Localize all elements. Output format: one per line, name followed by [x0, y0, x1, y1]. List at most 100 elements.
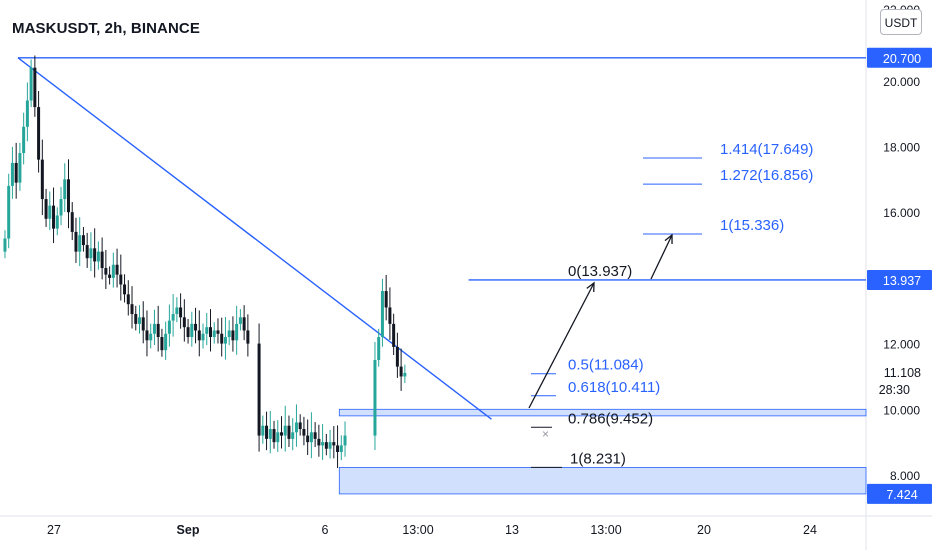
candle [89, 248, 93, 259]
candle [321, 442, 325, 446]
price-tag-label-4: 7.424 [886, 488, 917, 502]
candle [231, 330, 235, 341]
candle [380, 291, 384, 338]
target-marker-icon: × [542, 427, 549, 441]
candle [96, 251, 100, 262]
x-tick-label: 13:00 [402, 523, 433, 537]
y-tick-label: 20.000 [883, 75, 920, 89]
candle [216, 330, 220, 334]
candle [40, 159, 44, 200]
price-tag-4[interactable] [867, 483, 932, 504]
price-tag-label-1: 20.700 [883, 52, 921, 66]
price-tag-label-2: 13.937 [883, 274, 921, 288]
support-zone-2[interactable] [338, 467, 867, 495]
current-price-tag[interactable] [867, 362, 932, 400]
current-price-label: 11.108 [884, 366, 921, 380]
fib-label-1: 1.414(17.649) [720, 141, 813, 158]
x-tick-label: 13:00 [590, 523, 621, 537]
candle [25, 100, 29, 127]
candle [164, 333, 168, 351]
candle [22, 126, 26, 154]
price-tag-2[interactable] [867, 269, 932, 290]
fib-label-5: 0.5(11.084) [568, 357, 644, 374]
candle [93, 248, 97, 262]
candle [115, 264, 119, 275]
candle [223, 337, 227, 344]
candle [283, 425, 287, 436]
candle [3, 238, 7, 252]
x-tick-label: 27 [47, 523, 61, 537]
price-tag-1[interactable] [867, 47, 932, 68]
x-tick-label: 13 [505, 523, 519, 537]
candle [78, 235, 82, 252]
projection-arrow-1[interactable] [528, 282, 595, 409]
candle [29, 67, 33, 101]
candle [14, 162, 18, 183]
candle [388, 307, 392, 324]
x-tick-label: 20 [697, 523, 711, 537]
candle [134, 314, 138, 324]
candle [238, 317, 242, 324]
candle [145, 330, 149, 341]
candle [257, 343, 261, 436]
fib-label-2: 1.272(16.856) [720, 167, 813, 184]
candle [227, 330, 231, 338]
candle [287, 425, 291, 439]
fib-label-8: 1(8.231) [570, 450, 626, 467]
symbol-title: MASKUSDT, 2h, BINANCE [12, 20, 200, 37]
candle [66, 179, 70, 213]
candle [48, 205, 52, 219]
candle [152, 323, 156, 334]
candle [373, 360, 377, 436]
candle [37, 107, 41, 160]
candle [279, 432, 283, 436]
candle [265, 425, 269, 439]
candle [261, 425, 265, 436]
x-tick-label: 24 [803, 523, 817, 537]
support-zone-1[interactable] [338, 408, 867, 417]
candle [108, 274, 112, 278]
candle [167, 320, 171, 334]
y-tick-label: 10.000 [883, 403, 920, 417]
candle [246, 330, 250, 344]
x-tick-label: Sep [177, 523, 200, 537]
candle [52, 205, 56, 229]
candle [336, 445, 340, 453]
candle [70, 212, 74, 232]
downtrend-line[interactable] [17, 57, 492, 420]
candle [137, 317, 141, 324]
candle [291, 432, 295, 439]
candle [294, 422, 298, 433]
candle [399, 366, 403, 377]
candle [182, 317, 186, 328]
x-tick-label: 6 [322, 523, 329, 537]
currency-badge[interactable]: USDT [880, 9, 922, 35]
candle [392, 323, 396, 347]
y-tick-label: 18.000 [883, 141, 920, 155]
candle [156, 323, 160, 338]
candle [272, 429, 276, 443]
candle [104, 268, 108, 275]
candle [235, 323, 239, 341]
candle [130, 304, 134, 315]
candle [212, 330, 216, 338]
candle [85, 245, 89, 259]
candle [18, 153, 22, 183]
fib-label-4: 0(13.937) [568, 263, 632, 280]
candle [111, 264, 115, 278]
candle [149, 333, 153, 341]
candle [63, 179, 67, 200]
candle [302, 429, 306, 436]
projection-arrow-2[interactable] [650, 234, 673, 280]
candle [10, 162, 14, 186]
countdown-label: 28:30 [879, 383, 910, 397]
candle [309, 432, 313, 443]
candle [268, 429, 272, 439]
arrowhead-icon [586, 281, 595, 293]
y-tick-label: 16.000 [883, 206, 920, 220]
candle [194, 323, 198, 331]
candle [324, 442, 328, 449]
candle [197, 330, 201, 341]
